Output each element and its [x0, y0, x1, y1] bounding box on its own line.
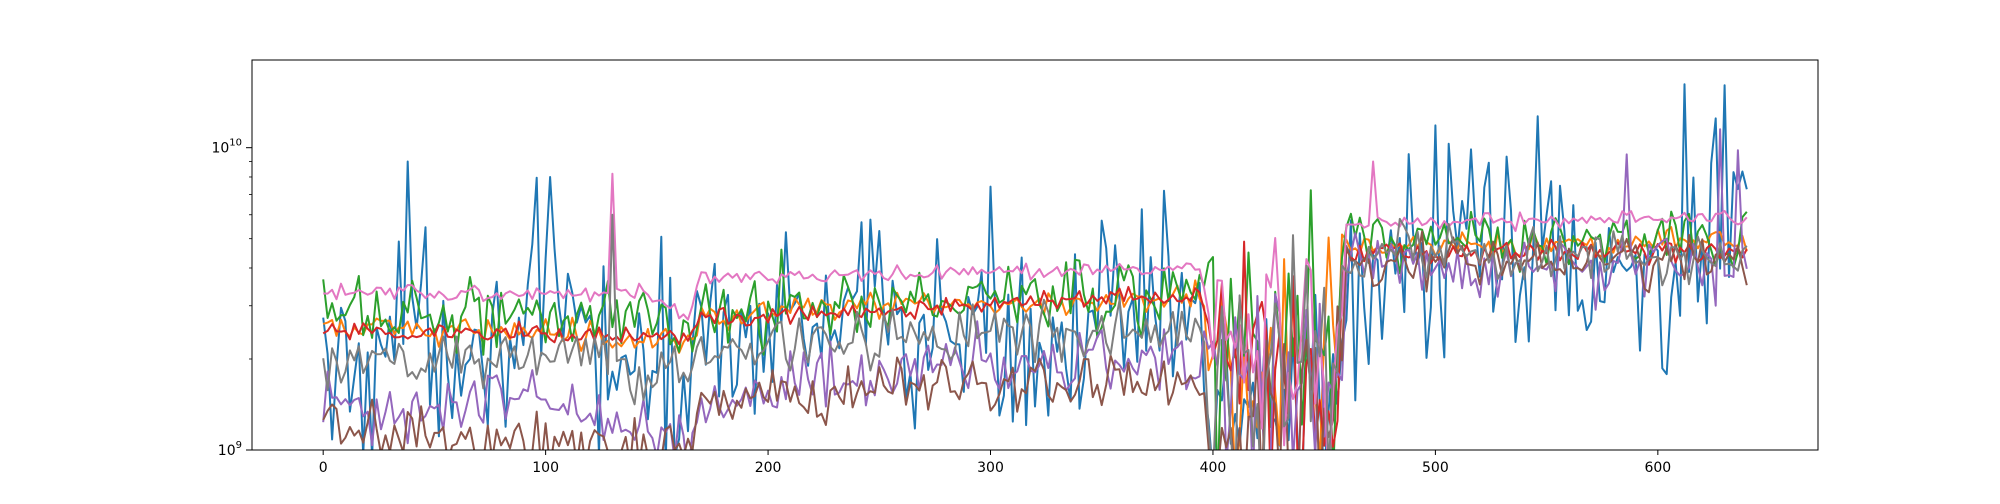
x-tick-label: 100	[532, 460, 559, 476]
y-tick-label: 1010	[211, 138, 242, 157]
series-layer	[322, 83, 1748, 450]
y-axis: 109 1010	[211, 138, 252, 459]
x-tick-label: 400	[1200, 460, 1227, 476]
x-axis: 0 100 200 300 400 500 600	[319, 450, 1671, 476]
series-line-4	[322, 238, 1748, 450]
x-tick-label: 600	[1644, 460, 1671, 476]
x-tick-label: 500	[1422, 460, 1449, 476]
x-tick-label: 0	[319, 460, 328, 476]
plot-frame	[251, 59, 1819, 451]
y-tick-label: 109	[218, 440, 242, 459]
series-line-1	[322, 83, 1748, 450]
series-line-8	[322, 213, 1748, 450]
series-line-7	[323, 160, 1748, 450]
x-tick-label: 200	[755, 460, 782, 476]
x-tick-label: 300	[977, 460, 1004, 476]
